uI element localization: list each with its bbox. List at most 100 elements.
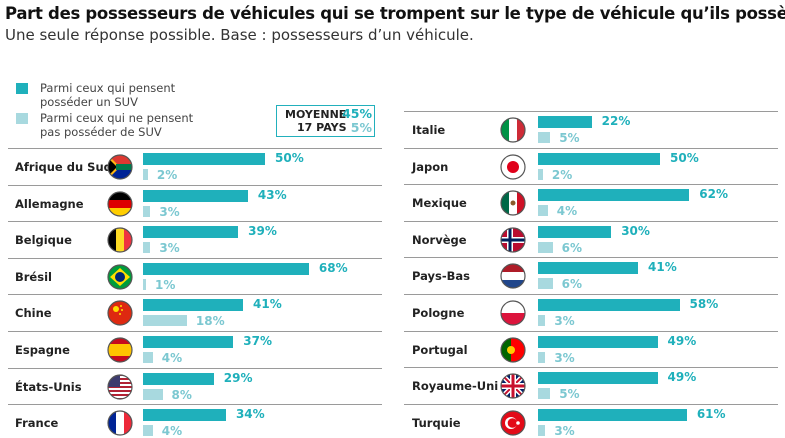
value-label-suv: 62%: [699, 187, 728, 202]
country-label: Italie: [412, 123, 446, 137]
country-row: France 34% 4%: [8, 404, 382, 438]
br-flag-icon: [107, 264, 133, 290]
chart-title: Part des possesseurs de véhicules qui se…: [5, 4, 785, 23]
value-label-nonsuv: 2%: [551, 167, 573, 182]
bar-suv: [143, 153, 265, 165]
bar-suv: [538, 408, 687, 421]
value-label-nonsuv: 2%: [156, 168, 178, 182]
bar-suv: [538, 335, 658, 348]
country-label: Pologne: [412, 306, 465, 320]
country-row: Mexique 62% 4%: [404, 184, 778, 221]
bar-suv: [143, 226, 239, 239]
bar-suv: [538, 152, 660, 165]
average-label-1: MOYENNE: [285, 108, 347, 121]
bar-nonsuv: [143, 278, 146, 290]
country-row: Brésil 68% 1%: [8, 257, 382, 295]
value-label-suv: 49%: [667, 370, 697, 385]
country-label: Japon: [412, 159, 449, 174]
country-label: Portugal: [412, 342, 468, 357]
country-row: Norvège 30% 6%: [404, 220, 778, 258]
value-label-nonsuv: 5%: [559, 131, 580, 145]
bar-nonsuv: [538, 351, 546, 363]
pt-flag-icon: [500, 336, 526, 363]
bar-suv: [538, 299, 680, 311]
country-label: Mexique: [412, 196, 467, 211]
average-suv: 45%: [342, 106, 372, 121]
cn-flag-icon: [107, 300, 133, 326]
mx-flag-icon: [500, 190, 526, 216]
bar-suv: [143, 336, 234, 348]
value-label-nonsuv: 6%: [561, 240, 582, 255]
country-row: Italie 22% 5%: [404, 111, 778, 148]
it-flag-icon: [500, 117, 526, 143]
bar-nonsuv: [143, 205, 151, 217]
country-label: Chine: [15, 306, 52, 321]
value-label-nonsuv: 8%: [171, 387, 192, 402]
bar-suv: [538, 116, 592, 128]
bar-nonsuv: [143, 425, 153, 437]
country-row: Japon 50% 2%: [404, 147, 778, 185]
value-label-suv: 43%: [257, 187, 287, 202]
bar-suv: [538, 372, 658, 385]
bar-nonsuv: [143, 388, 163, 400]
bar-suv: [538, 262, 639, 275]
value-label-nonsuv: 4%: [556, 204, 578, 219]
fr-flag-icon: [107, 410, 133, 436]
country-label: Royaume-Uni: [412, 379, 499, 394]
country-label: Afrique du Sud: [15, 160, 112, 174]
value-label-suv: 50%: [275, 151, 304, 165]
value-label-suv: 50%: [670, 150, 699, 165]
nl-flag-icon: [500, 263, 526, 289]
pl-flag-icon: [500, 300, 526, 326]
es-flag-icon: [107, 337, 133, 363]
average-box: MOYENNE 17 PAYS 45% 5%: [276, 105, 375, 137]
country-label: Espagne: [15, 343, 70, 357]
value-label-nonsuv: 3%: [554, 423, 575, 438]
value-label-suv: 22%: [601, 114, 631, 128]
value-label-suv: 58%: [689, 297, 719, 311]
country-row: Espagne 37% 4%: [8, 331, 382, 368]
value-label-nonsuv: 5%: [559, 387, 580, 402]
value-label-suv: 49%: [667, 333, 697, 348]
bar-suv: [143, 409, 226, 422]
value-label-nonsuv: 4%: [161, 351, 183, 365]
country-row: Portugal 49% 3%: [404, 330, 778, 368]
no-flag-icon: [500, 227, 526, 253]
bar-nonsuv: [538, 315, 546, 326]
legend-label-nonsuv: Parmi ceux qui ne pensent pas posséder d…: [40, 111, 194, 139]
jp-flag-icon: [500, 153, 526, 180]
bar-nonsuv: [538, 132, 551, 143]
chart-subtitle: Une seule réponse possible. Base : posse…: [5, 26, 474, 44]
value-label-suv: 34%: [235, 407, 265, 422]
value-label-nonsuv: 4%: [161, 424, 183, 438]
legend-label-suv: Parmi ceux qui pensent posséder un SUV: [40, 81, 176, 109]
de-flag-icon: [107, 190, 133, 217]
legend-swatch-suv: [16, 83, 28, 94]
country-label: Brésil: [15, 269, 52, 284]
country-row: Turquie 61% 3%: [404, 403, 778, 438]
country-row: Belgique 39% 3%: [8, 221, 382, 258]
bar-nonsuv: [538, 241, 553, 253]
bar-nonsuv: [538, 424, 546, 436]
value-label-nonsuv: 3%: [554, 350, 575, 365]
value-label-nonsuv: 3%: [159, 241, 180, 256]
value-label-suv: 41%: [253, 297, 282, 312]
value-label-suv: 39%: [248, 224, 277, 239]
average-label-2: 17 PAYS: [297, 121, 347, 134]
gb-flag-icon: [500, 373, 526, 399]
legend-swatch-nonsuv: [16, 113, 28, 124]
value-label-nonsuv: 18%: [195, 314, 225, 329]
value-label-suv: 68%: [318, 260, 348, 275]
value-label-nonsuv: 6%: [561, 277, 582, 292]
average-nonsuv: 5%: [350, 120, 372, 135]
bar-nonsuv: [143, 242, 151, 254]
country-label: États-Unis: [15, 379, 82, 394]
bar-nonsuv: [538, 388, 551, 400]
value-label-nonsuv: 1%: [155, 277, 176, 292]
be-flag-icon: [107, 227, 133, 253]
bar-nonsuv: [143, 315, 187, 327]
bar-nonsuv: [538, 278, 553, 290]
za-flag-icon: [107, 154, 133, 180]
value-label-suv: 61%: [696, 406, 726, 421]
